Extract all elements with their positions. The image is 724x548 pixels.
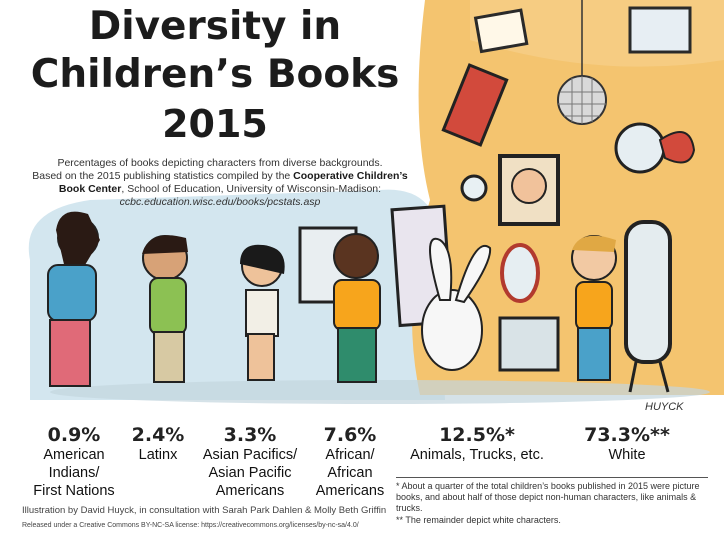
frame-top-left (473, 8, 529, 54)
stat-label: White (608, 447, 646, 463)
child-boy-4 (333, 233, 381, 383)
stat-label: First Nations (33, 483, 115, 499)
stat-label: Asian Pacifics/ (202, 447, 298, 463)
stool (498, 316, 560, 372)
stat-value: 2.4% (131, 424, 185, 446)
ccbc-name: Cooperative Children’s (293, 170, 408, 182)
stat-white: 73.3%** White (552, 424, 702, 464)
frame-tilted (441, 63, 509, 147)
stat-african-african-americans: 7.6% African/African Americans (306, 424, 394, 500)
bunny (421, 237, 492, 371)
child-boy-2 (142, 235, 188, 383)
stat-label: African Americans (315, 465, 385, 499)
footnote-double-asterisk: ** The remainder depict white characters… (396, 515, 561, 525)
mirror-round (614, 122, 666, 174)
stat-label: American Indians/ (43, 447, 105, 481)
stat-value: 0.9% (47, 424, 101, 446)
book-center: Book Center (58, 183, 122, 195)
stat-value: 3.3% (223, 424, 277, 446)
child-boy-right (571, 235, 617, 381)
illustration-credit: Illustration by David Huyck, in consulta… (22, 505, 387, 516)
child-girl-left (47, 211, 100, 387)
stat-value: 73.3%** (584, 424, 670, 446)
stat-label: Animals, Trucks, etc. (410, 447, 544, 463)
title-year: 2015 (162, 102, 268, 146)
stat-label: Asian Pacific Americans (208, 465, 292, 499)
license-text: Released under a Creative Commons BY-NC-… (22, 522, 359, 529)
stat-label: Latinx (138, 447, 178, 463)
intro-line-2a: Based on the 2015 publishing statistics … (32, 170, 294, 182)
stat-animals-trucks-etc: 12.5%* Animals, Trucks, etc. (398, 424, 556, 464)
stat-label: African/ (325, 447, 375, 463)
illustration: HUYCK (28, 0, 724, 413)
stat-asian-pacifics-asian-pacific-americans: 3.3% Asian Pacifics/Asian Pacific America… (190, 424, 310, 500)
footnote-rule (396, 477, 708, 478)
stat-american-indians-first-nations: 0.9% American Indians/First Nations (18, 424, 130, 500)
child-girl-3 (240, 244, 285, 381)
floor-shadow (50, 380, 710, 404)
title-line-2: Children’s Books (30, 52, 400, 97)
footnote-asterisk: * About a quarter of the total children’… (396, 481, 700, 513)
intro-line-3b: , School of Education, University of Wis… (121, 183, 382, 195)
artist-signature: HUYCK (645, 401, 684, 413)
source-url: ccbc.education.wisc.edu/books/pcstats.as… (119, 196, 321, 208)
intro-line-3: Book Center, School of Education, Univer… (20, 183, 420, 196)
stat-latinx: 2.4% Latinx (126, 424, 190, 464)
lamp (658, 131, 696, 164)
intro-text: Percentages of books depicting character… (20, 157, 420, 209)
mirror-tall-right (624, 220, 672, 364)
intro-line-2: Based on the 2015 publishing statistics … (20, 170, 420, 183)
mirror-round-small (460, 174, 488, 202)
mirror-oval (500, 243, 540, 303)
stat-value: 7.6% (323, 424, 377, 446)
title-line-1: Diversity in (88, 4, 342, 49)
stat-value: 12.5%* (439, 424, 515, 446)
frame-top-right (628, 6, 692, 54)
intro-line-1: Percentages of books depicting character… (57, 157, 383, 169)
